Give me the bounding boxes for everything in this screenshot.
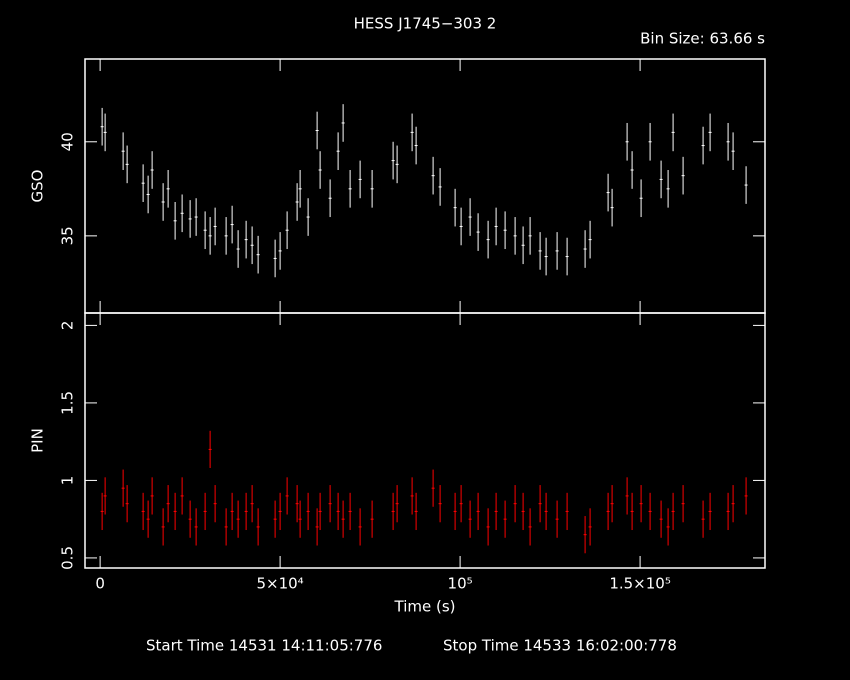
y-tick-label: 1.5 — [59, 391, 77, 415]
start-time: Start Time 14531 14:11:05:776 — [146, 637, 382, 655]
x-tick-label: 10⁵ — [448, 575, 473, 593]
x-tick-label: 1.5×10⁵ — [609, 575, 671, 593]
bin-size: Bin Size: 63.66 s — [640, 30, 765, 48]
y-tick-label: 0.5 — [59, 546, 77, 570]
y-axis-label: GSO — [29, 170, 47, 203]
frame — [84, 312, 766, 569]
frame — [84, 58, 766, 314]
chart-title: HESS J1745−303 2 — [354, 15, 497, 33]
y-tick-label: 1 — [59, 476, 77, 486]
y-axis-label: PIN — [29, 428, 47, 453]
x-tick-label: 0 — [95, 575, 105, 593]
plot-area — [100, 104, 748, 278]
y-tick-label: 35 — [59, 226, 77, 245]
x-axis-label: Time (s) — [394, 598, 456, 616]
x-tick-label: 5×10⁴ — [256, 575, 303, 593]
stop-time: Stop Time 14533 16:02:00:778 — [443, 637, 677, 655]
y-tick-label: 40 — [59, 132, 77, 151]
plot-area — [100, 430, 748, 554]
y-tick-label: 2 — [59, 321, 77, 331]
